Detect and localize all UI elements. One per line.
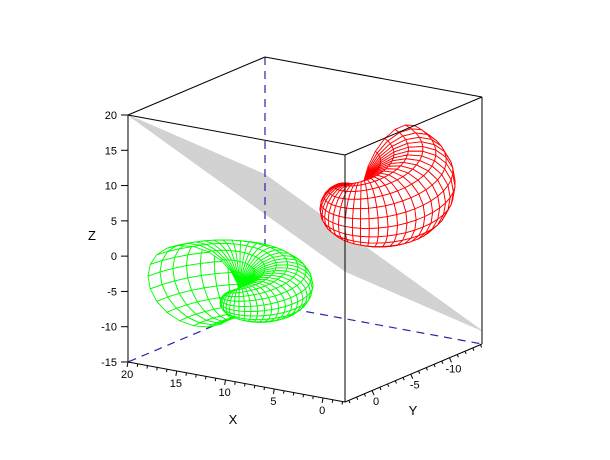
axis-text: 15 xyxy=(170,378,182,390)
hidden-box-edges xyxy=(127,56,483,363)
green-shell-surface xyxy=(147,239,314,328)
z-axis-label: Z xyxy=(88,228,96,243)
gray-plane-surface xyxy=(127,114,483,332)
axis-text: 0 xyxy=(319,405,325,417)
red-shell-surface xyxy=(319,124,456,248)
axis-text: -5 xyxy=(410,380,420,392)
axis-text: 5 xyxy=(270,396,276,408)
axis-tick-labels: 0 5 10 15 20 -10 -5 0 20 15 10 5 0 -5 -10 -15 xyxy=(101,110,461,417)
axis-ticks xyxy=(120,114,483,405)
box-edges xyxy=(127,56,483,403)
axis-letters: X Y Z xyxy=(88,228,418,427)
axis-text: 20 xyxy=(121,369,133,381)
axis-text: 10 xyxy=(218,387,230,399)
axis-text: 0 xyxy=(373,396,379,408)
axis-text: 20 xyxy=(105,110,117,122)
x-axis-label: X xyxy=(229,412,238,427)
axis-text: 15 xyxy=(105,145,117,157)
axis-text: -10 xyxy=(101,322,117,334)
y-axis-label: Y xyxy=(409,403,418,418)
axis-text: -15 xyxy=(101,357,117,369)
axis-text: -10 xyxy=(445,363,461,375)
axis-text: 0 xyxy=(111,251,117,263)
axis-text: 5 xyxy=(111,216,117,228)
axis-text: 10 xyxy=(105,181,117,193)
axis-text: -5 xyxy=(107,286,117,298)
